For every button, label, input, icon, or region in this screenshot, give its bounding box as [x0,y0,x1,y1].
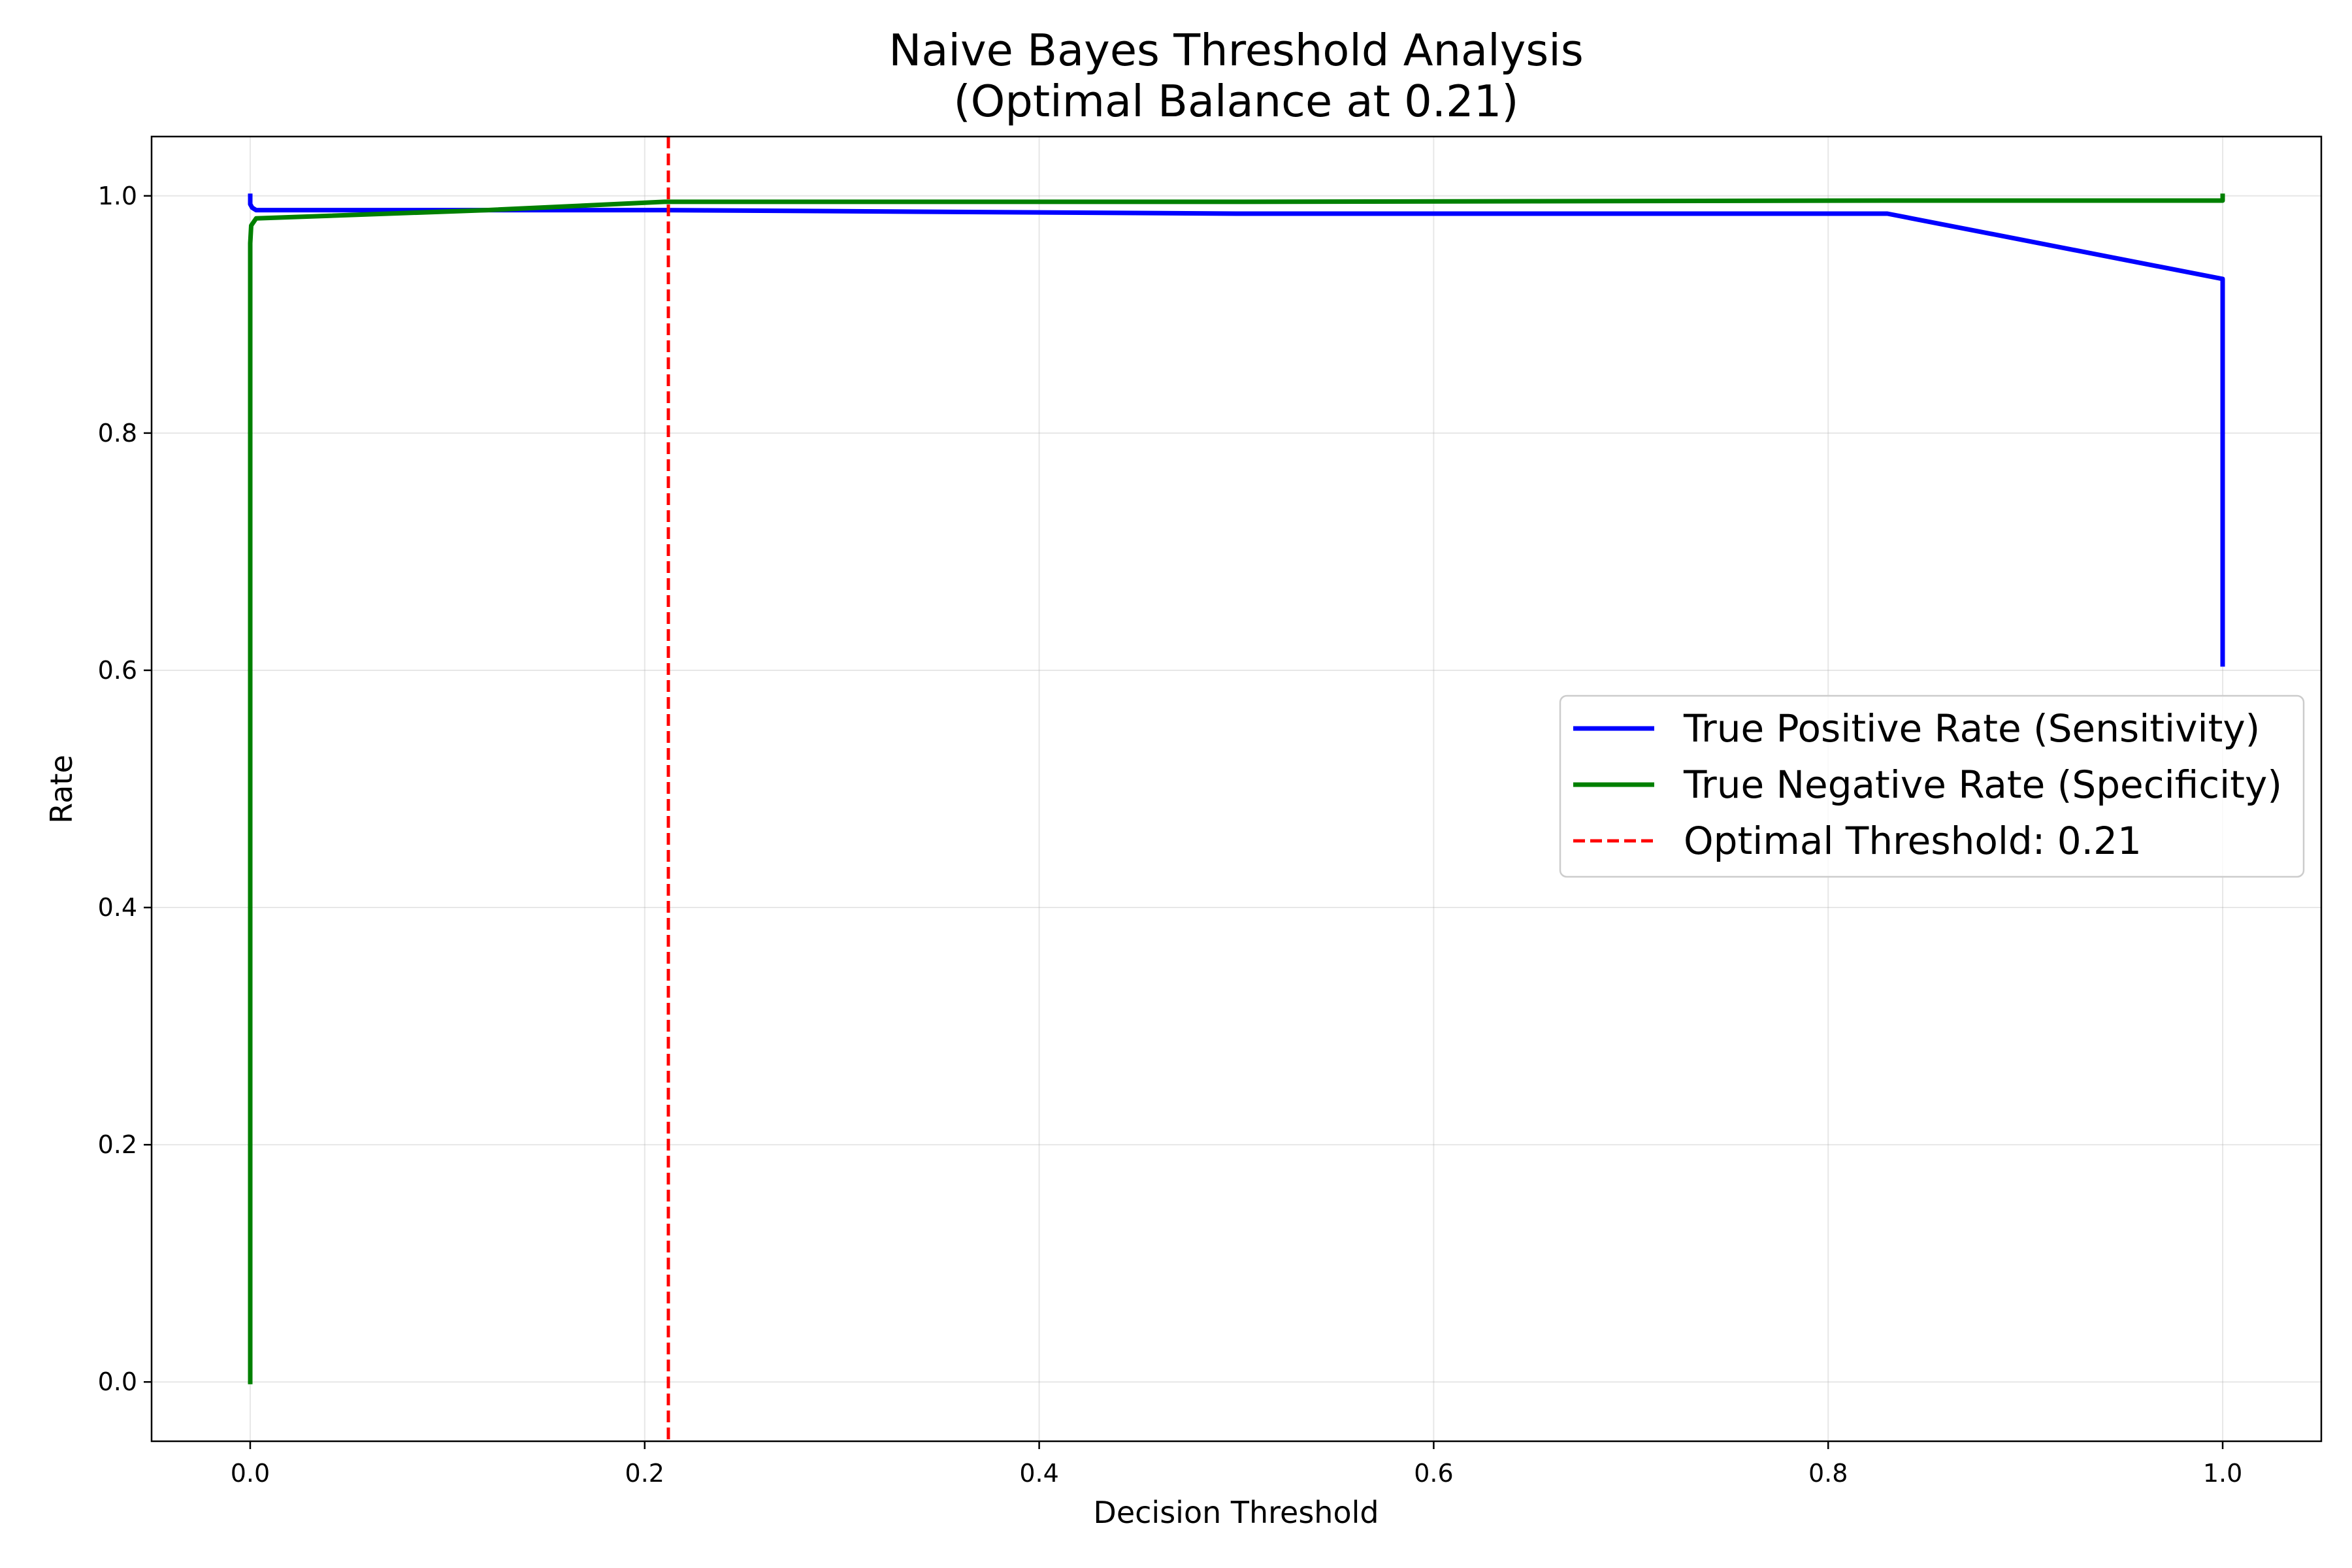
legend-label-tnr: True Negative Rate (Specificity) [1683,762,2282,807]
legend-label-tpr: True Positive Rate (Sensitivity) [1683,706,2260,751]
x-tick-label: 1.0 [2203,1459,2242,1488]
y-tick-label: 0.4 [98,893,137,922]
tnr-line [248,193,2225,1384]
y-tick-label: 0.2 [98,1130,137,1159]
x-tick-label: 0.8 [1808,1459,1848,1488]
series-lines [248,137,2225,1441]
legend-label-optimal-threshold: Optimal Threshold: 0.21 [1684,819,2142,863]
x-tick-label: 0.6 [1414,1459,1453,1488]
chart-title: Naive Bayes Threshold Analysis [889,25,1584,76]
tpr-line [248,193,2225,667]
y-tick-label: 0.0 [98,1367,137,1396]
y-tick-label: 0.6 [98,656,137,685]
plot-frame [150,135,2323,1443]
y-tick-label: 1.0 [98,182,137,210]
x-tick-label: 0.2 [625,1459,664,1488]
x-tick-label: 0.4 [1019,1459,1058,1488]
grid-lines [152,137,2321,1441]
x-axis-title: Decision Threshold [1093,1495,1379,1530]
y-axis-title: Rate [44,755,79,823]
legend: True Positive Rate (Sensitivity) True Ne… [1559,694,2305,878]
axis-ticks: 0.0 0.2 0.4 0.6 0.8 1.0 0.0 0.2 0.4 0.6 0.8 1.0 [98,182,2243,1488]
legend-frame [1559,694,2305,878]
y-tick-label: 0.8 [98,419,137,448]
chart-subtitle: (Optimal Balance at 0.21) [954,76,1519,127]
x-tick-label: 0.0 [231,1459,270,1488]
